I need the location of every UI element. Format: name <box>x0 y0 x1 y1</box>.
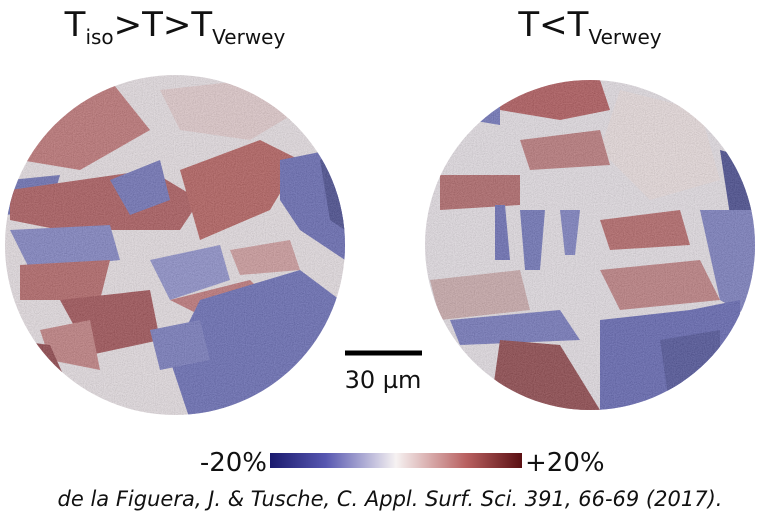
colorbar-max-label: +20% <box>525 448 605 478</box>
colorbar <box>270 453 522 468</box>
title-text: >T>T <box>114 5 213 45</box>
title-subscript: iso <box>85 25 113 49</box>
colorbar-min-label: -20% <box>200 448 267 478</box>
panel-title: T<TVerwey <box>517 5 661 49</box>
title-subscript: Verwey <box>588 25 661 49</box>
title-text: T<T <box>517 5 588 45</box>
microscopy-image <box>5 75 345 415</box>
microscopy-image <box>425 80 755 410</box>
citation: de la Figuera, J. & Tusche, C. Appl. Sur… <box>58 487 723 511</box>
panel-title: Tiso>T>TVerwey <box>64 5 286 49</box>
title-subscript: Verwey <box>212 25 285 49</box>
title-text: T <box>64 5 86 45</box>
scale-bar-label: 30 µm <box>345 366 422 394</box>
